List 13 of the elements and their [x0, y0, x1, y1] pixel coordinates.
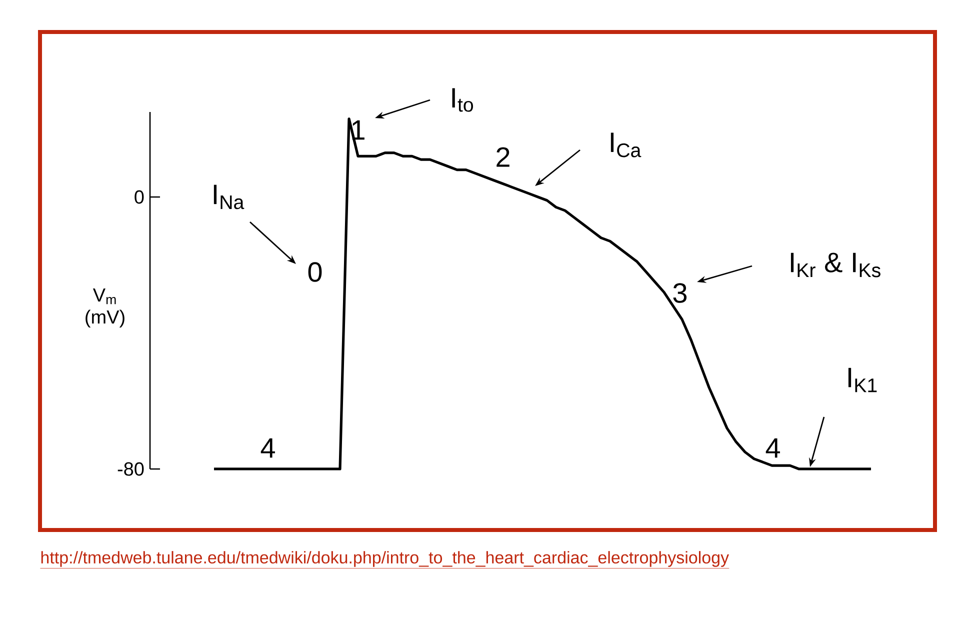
text: http://tmedweb.tulane.edu/tmedwiki/doku.php/intro_to_the_heart_cardiac_electrophysiology — [41, 551, 730, 567]
annotation: 0 — [308, 262, 322, 282]
annotation: I$_{K1}$ — [848, 368, 877, 392]
annotation: I$_{Ca}$ — [610, 132, 642, 158]
annotation: 3 — [673, 283, 687, 303]
y-tick-label: -80 — [118, 462, 144, 476]
annotation: I$_{Kr}$ & I$_{Ks}$ — [790, 252, 880, 278]
annotation: 4 — [766, 438, 780, 458]
y-axis-title: V$_{m}$ (mV) — [86, 288, 124, 328]
text: I$_{to}$ — [452, 88, 474, 112]
annotation: I$_{Na}$ — [214, 184, 244, 210]
annotation: 2 — [496, 147, 510, 167]
annotation: 4 — [260, 438, 275, 458]
